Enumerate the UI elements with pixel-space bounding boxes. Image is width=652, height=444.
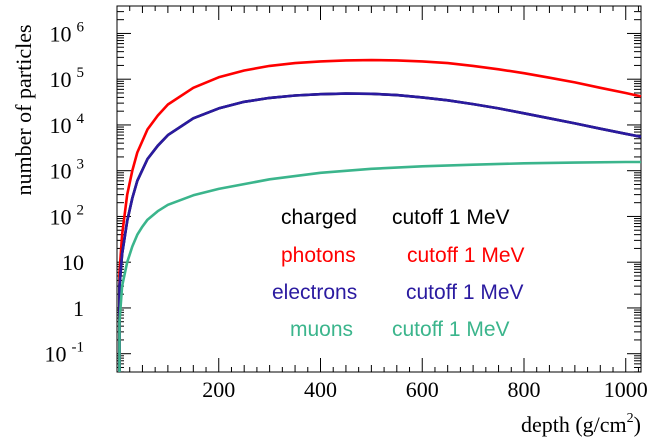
legend-cut-electrons: cutoff 1 MeV <box>406 281 524 304</box>
legend-cut-photons: cutoff 1 MeV <box>407 244 525 267</box>
legend-name-charged: charged <box>281 206 357 229</box>
series-lines <box>118 58 642 372</box>
y-tick-label: 10 2 <box>50 202 85 229</box>
y-axis-label: number of particles <box>11 24 36 195</box>
legend-cut-muons: cutoff 1 MeV <box>392 318 510 341</box>
series-line-muons <box>118 160 641 372</box>
x-tick-label: 600 <box>406 377 439 402</box>
series-line-photons <box>118 58 642 372</box>
y-tick-label: 10 6 <box>50 19 85 46</box>
legend: charged cutoff 1 MeV photons cutoff 1 Me… <box>272 206 525 341</box>
x-tick-labels: 200 400 600 800 1000 <box>202 377 647 402</box>
x-axis-label: depth (g/cm2) <box>521 411 641 437</box>
legend-name-photons: photons <box>281 244 356 267</box>
x-tick-label: 400 <box>304 377 337 402</box>
x-axis-label-main: depth (g/cm <box>521 412 627 437</box>
y-tick-label: 10 3 <box>50 157 85 184</box>
y-tick-label: 1 <box>73 296 84 321</box>
y-tick-label: 10 -1 <box>45 340 85 367</box>
x-axis-label-sup: 2 <box>627 411 634 426</box>
series-line-charged <box>118 92 642 372</box>
y-tick-label: 10 <box>62 250 84 275</box>
x-tick-label: 800 <box>507 377 540 402</box>
legend-name-electrons: electrons <box>272 281 357 304</box>
legend-cut-charged: cutoff 1 MeV <box>392 206 510 229</box>
x-tick-label: 1000 <box>604 377 648 402</box>
legend-name-muons: muons <box>290 318 353 341</box>
x-axis-label-close: ) <box>634 412 641 437</box>
x-tick-label: 200 <box>202 377 235 402</box>
y-tick-label: 10 4 <box>50 111 85 138</box>
y-tick-label: 10 5 <box>50 65 85 92</box>
series-line-electrons <box>118 92 642 372</box>
